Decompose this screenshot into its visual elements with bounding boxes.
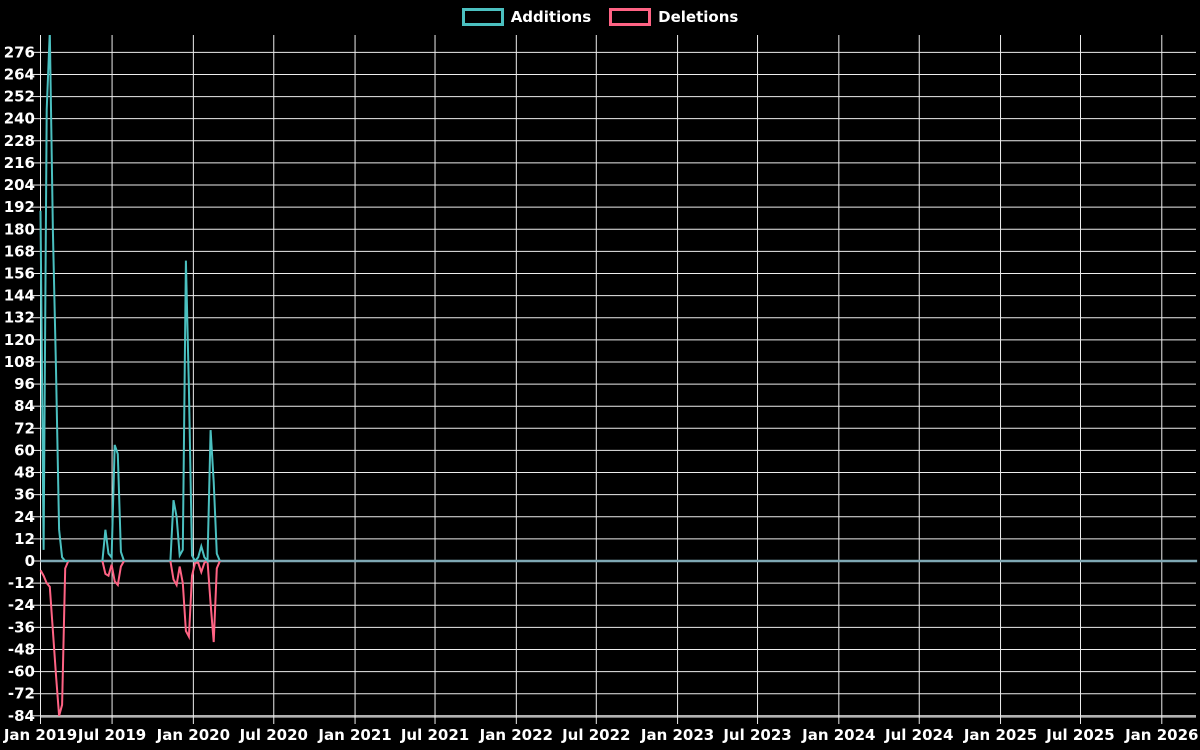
y-axis-label: -12 <box>8 574 35 592</box>
y-axis-label: 72 <box>14 419 35 437</box>
series-line-deletions <box>39 560 70 717</box>
y-axis-label: 12 <box>14 530 35 548</box>
y-axis-label: 144 <box>4 287 35 305</box>
series-line-additions <box>169 260 221 564</box>
y-axis-label: 60 <box>14 441 35 459</box>
x-axis-label: Jul 2021 <box>400 726 469 744</box>
x-axis-label: Jan 2020 <box>156 726 230 744</box>
y-axis-label: 0 <box>25 552 35 570</box>
series-line-deletions <box>101 560 125 588</box>
series-line-additions <box>39 35 69 562</box>
y-axis-label: 36 <box>14 486 35 504</box>
x-axis-label: Jan 2026 <box>1124 726 1198 744</box>
y-axis-label: -72 <box>8 685 35 703</box>
y-axis-label: 96 <box>14 375 35 393</box>
x-axis-label: Jul 2023 <box>722 726 791 744</box>
x-axis-label: Jul 2025 <box>1045 726 1114 744</box>
y-axis-label: -60 <box>8 663 35 681</box>
y-axis-label: 24 <box>14 508 35 526</box>
legend-item-deletions[interactable]: Deletions <box>609 8 738 26</box>
chart-legend: Additions Deletions <box>0 8 1200 26</box>
x-axis-label: Jul 2019 <box>77 726 146 744</box>
x-axis-label: Jan 2022 <box>479 726 553 744</box>
y-axis-label: 276 <box>4 43 35 61</box>
y-axis-label: 264 <box>4 65 35 83</box>
y-axis-label: 84 <box>14 397 35 415</box>
x-axis-label: Jan 2021 <box>317 726 391 744</box>
x-axis-label: Jan 2024 <box>801 726 875 744</box>
legend-label-additions: Additions <box>510 8 592 26</box>
x-axis-label: Jan 2023 <box>640 726 714 744</box>
series-line-deletions <box>169 559 221 643</box>
x-axis-label: Jul 2024 <box>884 726 953 744</box>
legend-label-deletions: Deletions <box>658 8 739 26</box>
y-axis-label: 228 <box>4 132 35 150</box>
y-axis-label: -36 <box>8 618 35 636</box>
y-axis-label: -48 <box>8 640 35 658</box>
x-axis-label: Jul 2020 <box>239 726 308 744</box>
y-axis-label: 180 <box>4 220 35 238</box>
y-axis-label: 252 <box>4 88 35 106</box>
series-line-additions <box>101 444 125 562</box>
y-axis-label: -84 <box>8 707 35 725</box>
y-axis-label: 192 <box>4 198 35 216</box>
x-axis-label: Jul 2022 <box>561 726 630 744</box>
y-axis-label: 132 <box>4 309 35 327</box>
y-axis-label: 204 <box>4 176 35 194</box>
y-axis-label: 120 <box>4 331 35 349</box>
y-axis-label: 156 <box>4 264 35 282</box>
y-axis-label: 48 <box>14 464 35 482</box>
y-axis-label: -24 <box>8 596 35 614</box>
additions-swatch-icon <box>461 8 504 26</box>
deletions-swatch-icon <box>609 8 652 26</box>
legend-item-additions[interactable]: Additions <box>461 8 592 26</box>
y-axis-label: 168 <box>4 242 35 260</box>
x-axis-label: Jan 2025 <box>963 726 1037 744</box>
y-axis-label: 216 <box>4 154 35 172</box>
x-axis-label: Jan 2019 <box>3 726 77 744</box>
y-axis-label: 240 <box>4 110 35 128</box>
y-axis-label: 108 <box>4 353 35 371</box>
